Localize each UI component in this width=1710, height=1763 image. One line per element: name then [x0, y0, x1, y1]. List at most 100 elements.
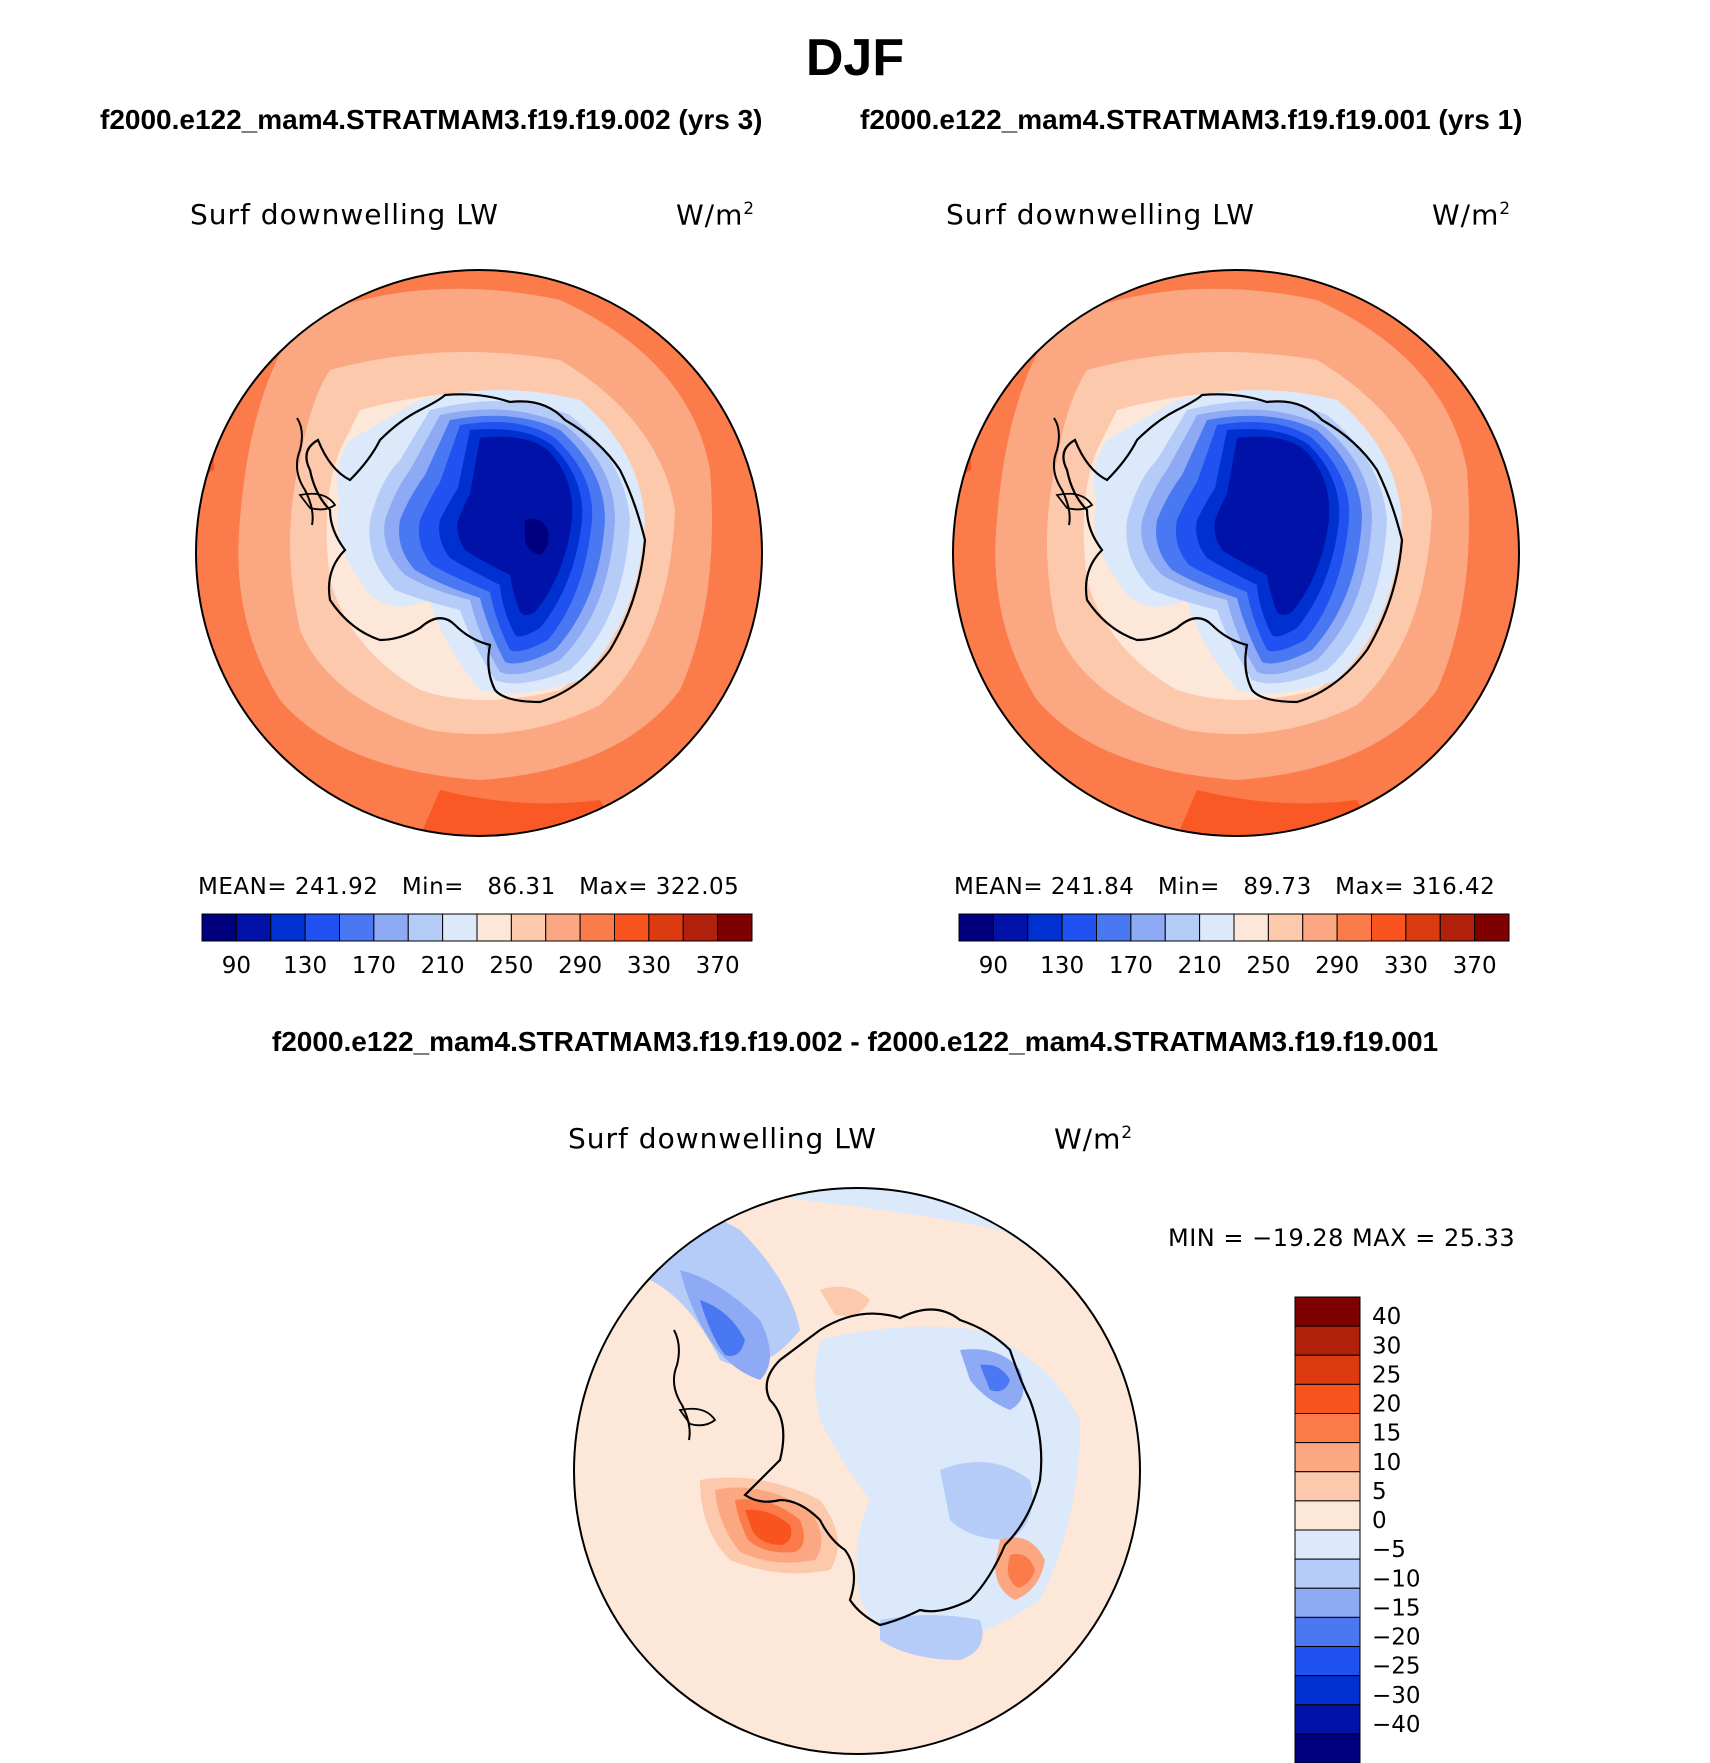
colorbar-diff-swatch-11	[1294, 1616, 1361, 1647]
colorbar-2-swatch-2	[1027, 913, 1063, 942]
colorbar-diff-swatch-9	[1294, 1558, 1361, 1589]
colorbar-diff-tick-10: −15	[1372, 1595, 1421, 1621]
panel-2-units: W/m2	[1432, 198, 1512, 232]
figure-title: DJF	[805, 29, 905, 87]
map-diff-coastline	[743, 1308, 1043, 1627]
colorbar-2-tick-2: 170	[1109, 953, 1153, 979]
colorbar-2-swatch-10	[1302, 913, 1338, 942]
colorbar-1-swatch-14	[682, 913, 719, 942]
colorbar-diff-swatch-5	[1294, 1442, 1361, 1473]
colorbar-diff-swatch-15	[1294, 1733, 1361, 1763]
map-2-band-330b	[953, 420, 972, 480]
colorbar-diff-tick-5: 10	[1372, 1450, 1401, 1476]
colorbar-2-swatch-14	[1439, 913, 1476, 942]
colorbar-diff-swatch-1	[1294, 1325, 1361, 1356]
map-2	[953, 270, 1519, 836]
colorbar-1-tick-7: 370	[696, 953, 740, 979]
colorbar-diff-tick-12: −25	[1372, 1654, 1421, 1680]
colorbar-diff-tick-4: 15	[1372, 1421, 1401, 1447]
map-1-outline	[195, 269, 763, 837]
colorbar-diff-swatch-3	[1294, 1383, 1361, 1414]
colorbar-2-swatch-3	[1061, 913, 1097, 942]
colorbar-2-tick-0: 90	[979, 953, 1008, 979]
colorbar-diff-tick-13: −30	[1372, 1683, 1421, 1709]
diff-minmax: MIN = −19.28 MAX = 25.33	[1168, 1224, 1516, 1252]
colorbar-2-swatch-5	[1130, 913, 1166, 942]
colorbar-diff-swatch-12	[1294, 1646, 1361, 1677]
panel-1-variable: Surf downwelling LW	[190, 198, 499, 231]
colorbar-1-swatch-9	[510, 913, 547, 942]
diff-variable: Surf downwelling LW	[568, 1122, 877, 1155]
map-diff-outline	[573, 1187, 1141, 1755]
map-1-band-330b	[196, 420, 215, 480]
colorbar-diff-swatch-14	[1294, 1704, 1361, 1735]
colorbar-diff-tick-0: 40	[1372, 1304, 1401, 1330]
colorbar-diff-tick-11: −20	[1372, 1625, 1421, 1651]
colorbar-1-tick-5: 290	[558, 953, 602, 979]
colorbar-2-swatch-13	[1405, 913, 1441, 942]
map-diff-ice-shelf	[678, 1407, 717, 1427]
colorbar-diff-tick-3: 20	[1372, 1392, 1401, 1418]
colorbar-diff-tick-2: 25	[1372, 1362, 1401, 1388]
colorbar-diff-tick-7: 0	[1372, 1508, 1387, 1534]
colorbar-1-swatch-2	[270, 913, 306, 942]
colorbar-2-swatch-8	[1233, 913, 1269, 942]
colorbar-1-swatch-3	[304, 913, 340, 942]
colorbar-diff-swatch-4	[1294, 1413, 1361, 1444]
colorbar-2: 90 130 170 210 250 290 330 370	[958, 913, 1510, 979]
colorbar-diff-tick-9: −10	[1372, 1566, 1421, 1592]
colorbar-1-swatch-5	[373, 913, 409, 942]
colorbar-diff-tick-14: −40	[1372, 1712, 1421, 1738]
map-diff	[574, 1188, 1140, 1754]
colorbar-2-swatch-15	[1474, 913, 1510, 942]
colorbar-1-swatch-12	[614, 913, 650, 942]
colorbar-1-tick-3: 210	[421, 953, 465, 979]
colorbar-2-tick-6: 330	[1384, 953, 1428, 979]
panel-1-units: W/m2	[676, 198, 756, 232]
colorbar-1-swatch-6	[407, 913, 444, 942]
colorbar-1: 90 130 170 210 250 290 330 370	[201, 913, 753, 979]
map-1-ice-shelf	[298, 492, 337, 511]
colorbar-1-tick-1: 130	[283, 953, 327, 979]
map-diff-neg10-south	[880, 1615, 983, 1660]
colorbar-2-tick-7: 370	[1453, 953, 1497, 979]
map-2-coastline	[1062, 393, 1404, 704]
map-diff-neg20-west	[700, 1300, 745, 1356]
colorbar-diff-tick-1: 30	[1372, 1333, 1401, 1359]
colorbar-diff-swatch-10	[1294, 1587, 1361, 1618]
map-diff-neg20-east	[980, 1364, 1010, 1392]
colorbar-1-tick-6: 330	[627, 953, 671, 979]
colorbar-2-swatch-9	[1267, 913, 1304, 942]
map-1-coastline	[305, 393, 647, 704]
colorbar-1-swatch-7	[442, 913, 478, 942]
colorbar-2-tick-3: 210	[1178, 953, 1222, 979]
colorbar-2-swatch-12	[1371, 913, 1407, 942]
colorbar-1-swatch-0	[201, 913, 237, 942]
panel-1-header: f2000.e122_mam4.STRATMAM3.f19.f19.002 (y…	[100, 104, 763, 135]
diff-header: f2000.e122_mam4.STRATMAM3.f19.f19.002 - …	[271, 1026, 1439, 1057]
colorbar-1-swatch-10	[545, 913, 581, 942]
panel-2-stats: MEAN= 241.84 Min= 89.73 Max= 316.42	[954, 874, 1496, 900]
colorbar-2-swatch-6	[1164, 913, 1201, 942]
colorbar-1-tick-4: 250	[489, 953, 533, 979]
colorbar-2-swatch-4	[1096, 913, 1132, 942]
colorbar-1-tick-0: 90	[222, 953, 251, 979]
map-1-band-110	[457, 436, 573, 615]
colorbar-1-swatch-4	[339, 913, 375, 942]
colorbar-diff-swatch-0	[1294, 1296, 1361, 1327]
panel-1-stats: MEAN= 241.92 Min= 86.31 Max= 322.05	[198, 874, 740, 900]
map-1-band-90	[525, 518, 549, 555]
colorbar-2-tick-1: 130	[1040, 953, 1084, 979]
map-diff-pos10-north	[820, 1286, 870, 1316]
colorbar-diff-swatch-6	[1294, 1471, 1361, 1502]
colorbar-2-tick-4: 250	[1246, 953, 1290, 979]
colorbar-1-swatch-15	[717, 913, 753, 942]
diff-units: W/m2	[1054, 1122, 1134, 1156]
colorbar-1-swatch-13	[648, 913, 684, 942]
colorbar-2-swatch-1	[992, 913, 1029, 942]
colorbar-diff-swatch-8	[1294, 1529, 1361, 1560]
colorbar-2-tick-5: 290	[1315, 953, 1359, 979]
colorbar-diff-swatch-13	[1294, 1675, 1361, 1706]
